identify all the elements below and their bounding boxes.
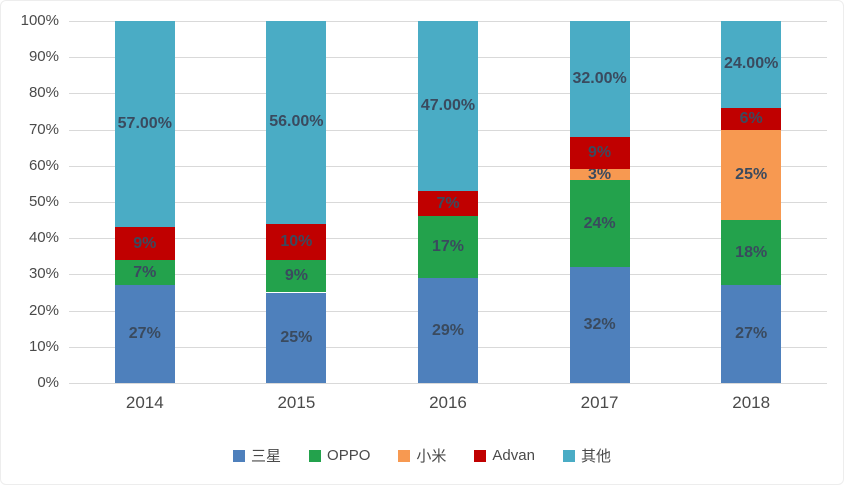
bar-segment-label: 29%: [431, 321, 465, 339]
bar-segment: 27%: [721, 285, 782, 383]
legend-swatch: [309, 449, 322, 462]
bar-segment: 9%: [114, 227, 175, 260]
bar-segment: 32.00%: [569, 21, 630, 137]
bar-segment: 25%: [266, 292, 327, 383]
bar-segment-label: 27%: [735, 325, 768, 343]
y-axis-tick-label: 70%: [28, 120, 59, 138]
bar-segment-label: 32%: [583, 316, 616, 334]
bar-segment-label: 24.00%: [724, 55, 779, 73]
bar-segment: 10%: [266, 223, 327, 260]
gridline: [69, 383, 827, 384]
bar-segment: 32%: [569, 267, 630, 383]
legend-swatch: [474, 449, 487, 462]
y-axis-tick-label: 90%: [28, 48, 59, 66]
bar-segment-label: 6%: [739, 109, 763, 127]
bar-segment: 6%: [721, 107, 782, 130]
bar-segment-label: 25%: [280, 328, 313, 346]
x-axis-label: 2017: [580, 393, 619, 412]
legend-item: 小米: [398, 445, 446, 466]
chart-legend: 三星 OPPO 小米 Advan 其他: [1, 445, 843, 466]
legend-item: Advan: [474, 447, 535, 464]
y-axis-tick-label: 80%: [28, 84, 59, 102]
y-axis-tick-label: 100%: [20, 12, 59, 29]
bar-segment: 18%: [721, 220, 782, 286]
bar-segment-label: 7%: [133, 263, 157, 281]
legend-label: 三星: [251, 448, 282, 465]
y-axis-tick-label: 10%: [28, 337, 59, 355]
legend-label: 其他: [580, 448, 611, 465]
legend-label: OPPO: [327, 447, 371, 464]
bar-segment-label: 3%: [588, 165, 612, 183]
bar-segment: 29%: [418, 278, 478, 383]
y-axis-tick-label: 40%: [28, 229, 59, 247]
bar-segment: 56.00%: [266, 21, 327, 224]
bar-segment: 24.00%: [721, 21, 782, 108]
legend-label: Advan: [492, 447, 535, 464]
bar-segment-label: 24%: [583, 214, 616, 232]
legend-label: 小米: [416, 448, 447, 465]
bar-segment: 25%: [721, 129, 782, 221]
bar-segment-label: 17%: [431, 238, 465, 256]
legend-swatch: [233, 449, 246, 462]
bar-segment: 3%: [569, 166, 630, 183]
bar-segment: 9%: [266, 259, 327, 293]
bar-segment: 47.00%: [418, 21, 478, 192]
bar-segment-label: 25%: [735, 165, 768, 183]
y-axis-tick-label: 0%: [37, 374, 59, 391]
y-axis-tick-label: 30%: [28, 265, 59, 283]
legend-swatch: [398, 449, 411, 462]
bar-segment-label: 18%: [735, 243, 768, 261]
bar-segment: 27%: [114, 285, 175, 383]
bar-segment: 24%: [569, 180, 630, 268]
bar-segment-label: 7%: [436, 194, 460, 212]
bar-segment: 57.00%: [114, 21, 175, 228]
legend-item: 三星: [233, 445, 281, 466]
bar-segment-label: 47.00%: [420, 97, 476, 115]
bar-segment-label: 9%: [284, 267, 308, 285]
x-axis-label: 2018: [732, 393, 771, 412]
y-axis-tick-label: 50%: [28, 193, 59, 210]
x-axis-label: 2015: [277, 393, 316, 412]
legend-swatch: [562, 449, 575, 462]
x-axis-label: 2014: [125, 393, 164, 412]
legend-item: 其他: [562, 445, 611, 466]
bar-segment-label: 57.00%: [117, 115, 172, 133]
y-axis-tick-label: 20%: [28, 301, 59, 319]
bar-segment-label: 9%: [588, 144, 612, 162]
bar-segment: 7%: [114, 259, 175, 286]
bar-segment-label: 56.00%: [269, 113, 324, 131]
bar-segment-label: 10%: [280, 232, 313, 250]
legend-item: OPPO: [309, 447, 370, 464]
bar-segment: 9%: [569, 136, 630, 170]
bar-segment: 17%: [418, 216, 478, 278]
bar-segment-label: 32.00%: [572, 69, 627, 87]
bar-segment: 7%: [418, 191, 478, 217]
bar-segment-label: 27%: [128, 325, 161, 343]
bar-segment-label: 9%: [133, 234, 157, 252]
x-axis-label: 2016: [429, 393, 467, 412]
y-axis-tick-label: 60%: [28, 156, 59, 174]
